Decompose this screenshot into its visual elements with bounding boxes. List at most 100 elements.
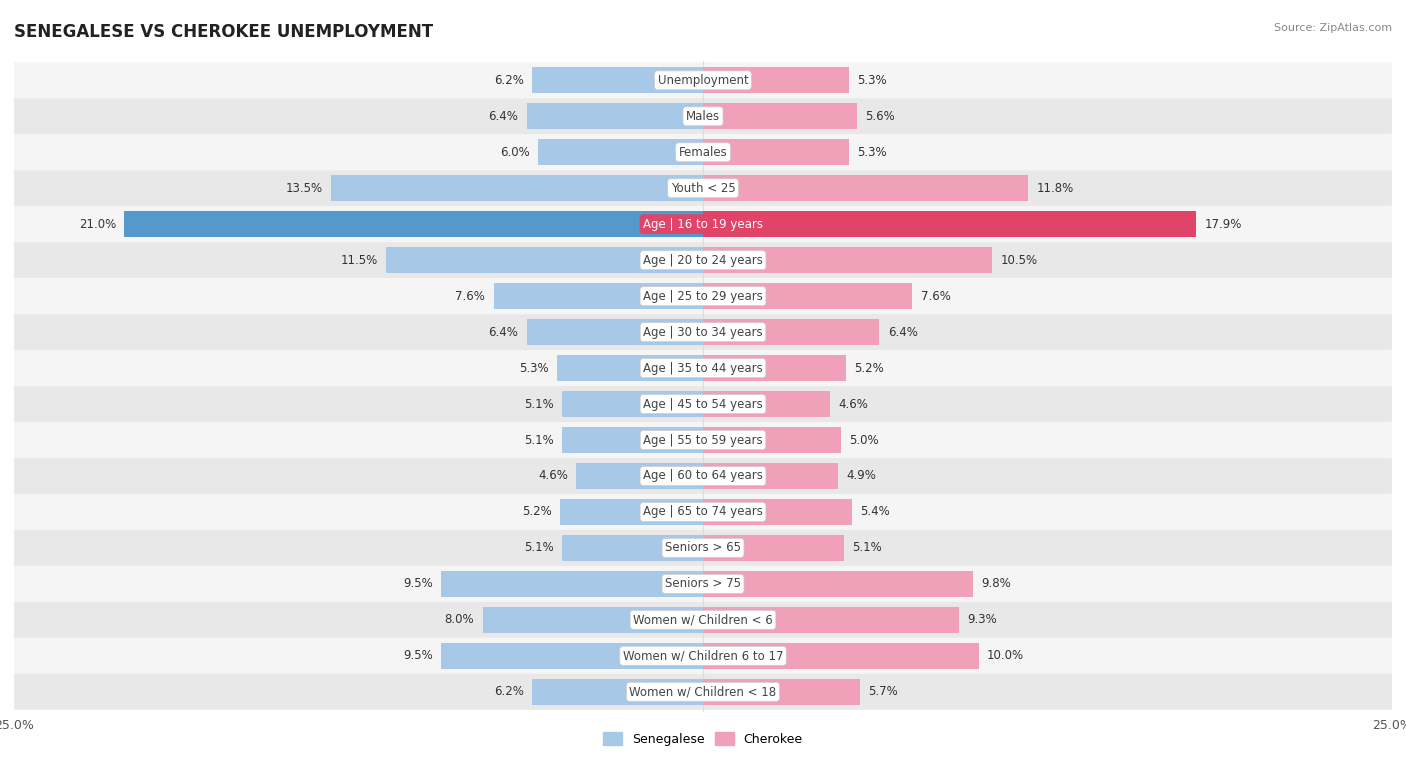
Text: 9.5%: 9.5% [404, 650, 433, 662]
Text: Women w/ Children < 18: Women w/ Children < 18 [630, 685, 776, 698]
Text: 10.0%: 10.0% [987, 650, 1024, 662]
Bar [703, 391, 830, 417]
Text: 8.0%: 8.0% [444, 613, 474, 626]
FancyBboxPatch shape [14, 314, 1392, 350]
Text: 17.9%: 17.9% [1205, 218, 1241, 231]
Text: Seniors > 75: Seniors > 75 [665, 578, 741, 590]
Text: Women w/ Children < 6: Women w/ Children < 6 [633, 613, 773, 626]
Bar [562, 535, 703, 561]
Text: 7.6%: 7.6% [921, 290, 950, 303]
Text: 4.6%: 4.6% [838, 397, 868, 410]
Bar [703, 607, 959, 633]
Bar [557, 355, 703, 381]
Bar [703, 535, 844, 561]
Text: Age | 55 to 59 years: Age | 55 to 59 years [643, 434, 763, 447]
Text: SENEGALESE VS CHEROKEE UNEMPLOYMENT: SENEGALESE VS CHEROKEE UNEMPLOYMENT [14, 23, 433, 41]
Bar [330, 176, 703, 201]
Text: 5.1%: 5.1% [524, 397, 554, 410]
FancyBboxPatch shape [14, 674, 1392, 710]
Text: 6.2%: 6.2% [494, 74, 524, 87]
Text: 10.5%: 10.5% [1001, 254, 1038, 266]
Text: 5.3%: 5.3% [519, 362, 548, 375]
Text: Females: Females [679, 146, 727, 159]
Bar [124, 211, 703, 237]
Text: 13.5%: 13.5% [285, 182, 323, 195]
Legend: Senegalese, Cherokee: Senegalese, Cherokee [599, 727, 807, 751]
Text: 5.2%: 5.2% [855, 362, 884, 375]
Text: 5.2%: 5.2% [522, 506, 551, 519]
Text: 11.5%: 11.5% [340, 254, 378, 266]
Text: Age | 60 to 64 years: Age | 60 to 64 years [643, 469, 763, 482]
Text: Age | 35 to 44 years: Age | 35 to 44 years [643, 362, 763, 375]
Bar [482, 607, 703, 633]
FancyBboxPatch shape [14, 602, 1392, 638]
Bar [703, 643, 979, 668]
Text: 5.1%: 5.1% [524, 541, 554, 554]
Text: 6.4%: 6.4% [488, 110, 519, 123]
Text: 6.0%: 6.0% [499, 146, 530, 159]
FancyBboxPatch shape [14, 62, 1392, 98]
Bar [531, 67, 703, 93]
Text: 5.1%: 5.1% [852, 541, 882, 554]
Bar [703, 104, 858, 129]
Text: 11.8%: 11.8% [1036, 182, 1074, 195]
Text: 4.9%: 4.9% [846, 469, 876, 482]
Text: Unemployment: Unemployment [658, 74, 748, 87]
Text: 6.4%: 6.4% [887, 326, 918, 338]
Bar [703, 283, 912, 309]
Text: 6.4%: 6.4% [488, 326, 519, 338]
Bar [703, 139, 849, 165]
Bar [703, 67, 849, 93]
Bar [494, 283, 703, 309]
Text: 9.8%: 9.8% [981, 578, 1011, 590]
Text: 5.3%: 5.3% [858, 146, 887, 159]
FancyBboxPatch shape [14, 458, 1392, 494]
Text: 9.3%: 9.3% [967, 613, 997, 626]
Bar [703, 499, 852, 525]
Bar [703, 211, 1197, 237]
Text: Youth < 25: Youth < 25 [671, 182, 735, 195]
Text: Seniors > 65: Seniors > 65 [665, 541, 741, 554]
Text: 5.1%: 5.1% [524, 434, 554, 447]
Bar [387, 248, 703, 273]
FancyBboxPatch shape [14, 206, 1392, 242]
FancyBboxPatch shape [14, 278, 1392, 314]
Text: 4.6%: 4.6% [538, 469, 568, 482]
FancyBboxPatch shape [14, 386, 1392, 422]
Bar [537, 139, 703, 165]
Text: Age | 25 to 29 years: Age | 25 to 29 years [643, 290, 763, 303]
Text: Age | 65 to 74 years: Age | 65 to 74 years [643, 506, 763, 519]
Bar [703, 355, 846, 381]
FancyBboxPatch shape [14, 638, 1392, 674]
Bar [703, 427, 841, 453]
Bar [703, 319, 879, 345]
Text: 6.2%: 6.2% [494, 685, 524, 698]
Bar [527, 104, 703, 129]
Bar [703, 571, 973, 597]
Text: 21.0%: 21.0% [79, 218, 117, 231]
Text: 5.3%: 5.3% [858, 74, 887, 87]
Text: 5.0%: 5.0% [849, 434, 879, 447]
Bar [441, 643, 703, 668]
FancyBboxPatch shape [14, 350, 1392, 386]
Text: Age | 16 to 19 years: Age | 16 to 19 years [643, 218, 763, 231]
Bar [703, 176, 1028, 201]
Text: 5.7%: 5.7% [869, 685, 898, 698]
FancyBboxPatch shape [14, 134, 1392, 170]
Bar [562, 391, 703, 417]
FancyBboxPatch shape [14, 422, 1392, 458]
Text: Age | 20 to 24 years: Age | 20 to 24 years [643, 254, 763, 266]
Bar [441, 571, 703, 597]
Bar [703, 248, 993, 273]
FancyBboxPatch shape [14, 530, 1392, 566]
Text: 5.6%: 5.6% [866, 110, 896, 123]
Text: 7.6%: 7.6% [456, 290, 485, 303]
FancyBboxPatch shape [14, 242, 1392, 278]
Bar [576, 463, 703, 489]
Bar [562, 427, 703, 453]
FancyBboxPatch shape [14, 170, 1392, 206]
FancyBboxPatch shape [14, 494, 1392, 530]
Text: Women w/ Children 6 to 17: Women w/ Children 6 to 17 [623, 650, 783, 662]
FancyBboxPatch shape [14, 98, 1392, 134]
Bar [531, 679, 703, 705]
